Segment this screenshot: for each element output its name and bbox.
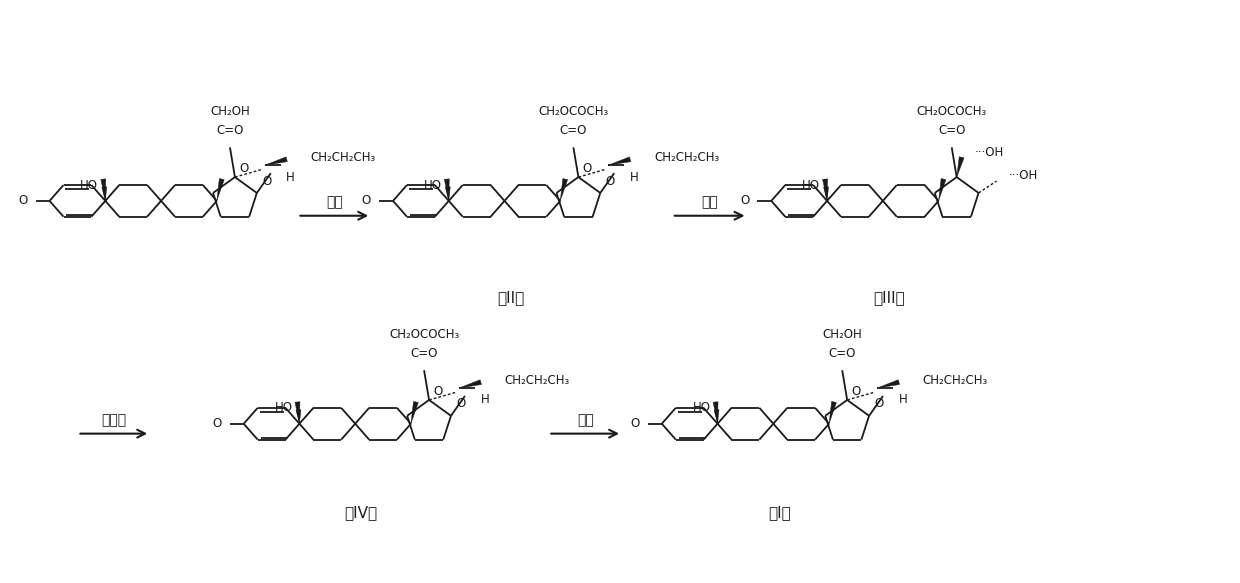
Polygon shape — [217, 178, 224, 201]
Text: HO: HO — [693, 401, 711, 415]
Polygon shape — [459, 380, 481, 388]
Text: CH₂CH₂CH₃: CH₂CH₂CH₃ — [653, 151, 719, 164]
Text: 正丁醛: 正丁醛 — [102, 413, 126, 427]
Text: C=O: C=O — [410, 347, 438, 360]
Text: O: O — [362, 194, 371, 208]
Text: CH₂OCOCH₃: CH₂OCOCH₃ — [538, 105, 609, 118]
Polygon shape — [102, 187, 107, 201]
Text: O: O — [852, 385, 861, 398]
Text: CH₂OH: CH₂OH — [210, 105, 249, 118]
Text: 氧化: 氧化 — [702, 195, 718, 209]
Text: （II）: （II） — [497, 290, 525, 305]
Polygon shape — [609, 157, 631, 165]
Text: O: O — [605, 174, 615, 188]
Text: C=O: C=O — [216, 125, 243, 138]
Text: CH₂CH₂CH₃: CH₂CH₂CH₃ — [505, 374, 570, 387]
Polygon shape — [830, 401, 837, 424]
Polygon shape — [296, 410, 301, 424]
Polygon shape — [445, 187, 450, 201]
Text: CH₂CH₂CH₃: CH₂CH₂CH₃ — [310, 151, 376, 164]
Polygon shape — [822, 179, 827, 201]
Text: O: O — [239, 161, 248, 175]
Text: C=O: C=O — [937, 125, 966, 138]
Text: C=O: C=O — [828, 347, 856, 360]
Text: O: O — [874, 398, 884, 410]
Text: CH₂CH₂CH₃: CH₂CH₂CH₃ — [923, 374, 988, 387]
Polygon shape — [714, 410, 719, 424]
Text: O: O — [456, 398, 465, 410]
Text: CH₂OCOCH₃: CH₂OCOCH₃ — [389, 328, 459, 340]
Text: H: H — [630, 171, 639, 184]
Polygon shape — [444, 179, 449, 201]
Polygon shape — [713, 402, 718, 424]
Text: （IV）: （IV） — [345, 505, 378, 521]
Text: O: O — [19, 194, 27, 208]
Text: ···OH: ···OH — [975, 146, 1004, 159]
Text: H: H — [286, 171, 295, 184]
Text: HO: HO — [424, 178, 441, 192]
Text: （I）: （I） — [768, 505, 791, 521]
Polygon shape — [560, 178, 568, 201]
Polygon shape — [939, 178, 946, 201]
Polygon shape — [877, 380, 899, 388]
Text: O: O — [434, 385, 443, 398]
Text: HO: HO — [81, 178, 98, 192]
Polygon shape — [823, 187, 828, 201]
Text: HO: HO — [802, 178, 820, 192]
Text: 醋酐: 醋酐 — [326, 195, 342, 209]
Polygon shape — [100, 179, 105, 201]
Text: C=O: C=O — [559, 125, 587, 138]
Text: O: O — [740, 194, 749, 208]
Text: O: O — [631, 417, 640, 430]
Text: CH₂OH: CH₂OH — [822, 328, 862, 340]
Text: O: O — [583, 161, 591, 175]
Text: O: O — [262, 174, 272, 188]
Polygon shape — [265, 157, 288, 165]
Text: O: O — [212, 417, 222, 430]
Text: CH₂OCOCH₃: CH₂OCOCH₃ — [916, 105, 987, 118]
Text: （III）: （III） — [873, 290, 905, 305]
Text: H: H — [899, 394, 908, 406]
Polygon shape — [957, 157, 963, 177]
Text: H: H — [480, 394, 490, 406]
Text: 水解: 水解 — [577, 413, 594, 427]
Polygon shape — [295, 402, 300, 424]
Text: ···OH: ···OH — [1008, 168, 1038, 182]
Text: HO: HO — [274, 401, 293, 415]
Polygon shape — [410, 401, 418, 424]
